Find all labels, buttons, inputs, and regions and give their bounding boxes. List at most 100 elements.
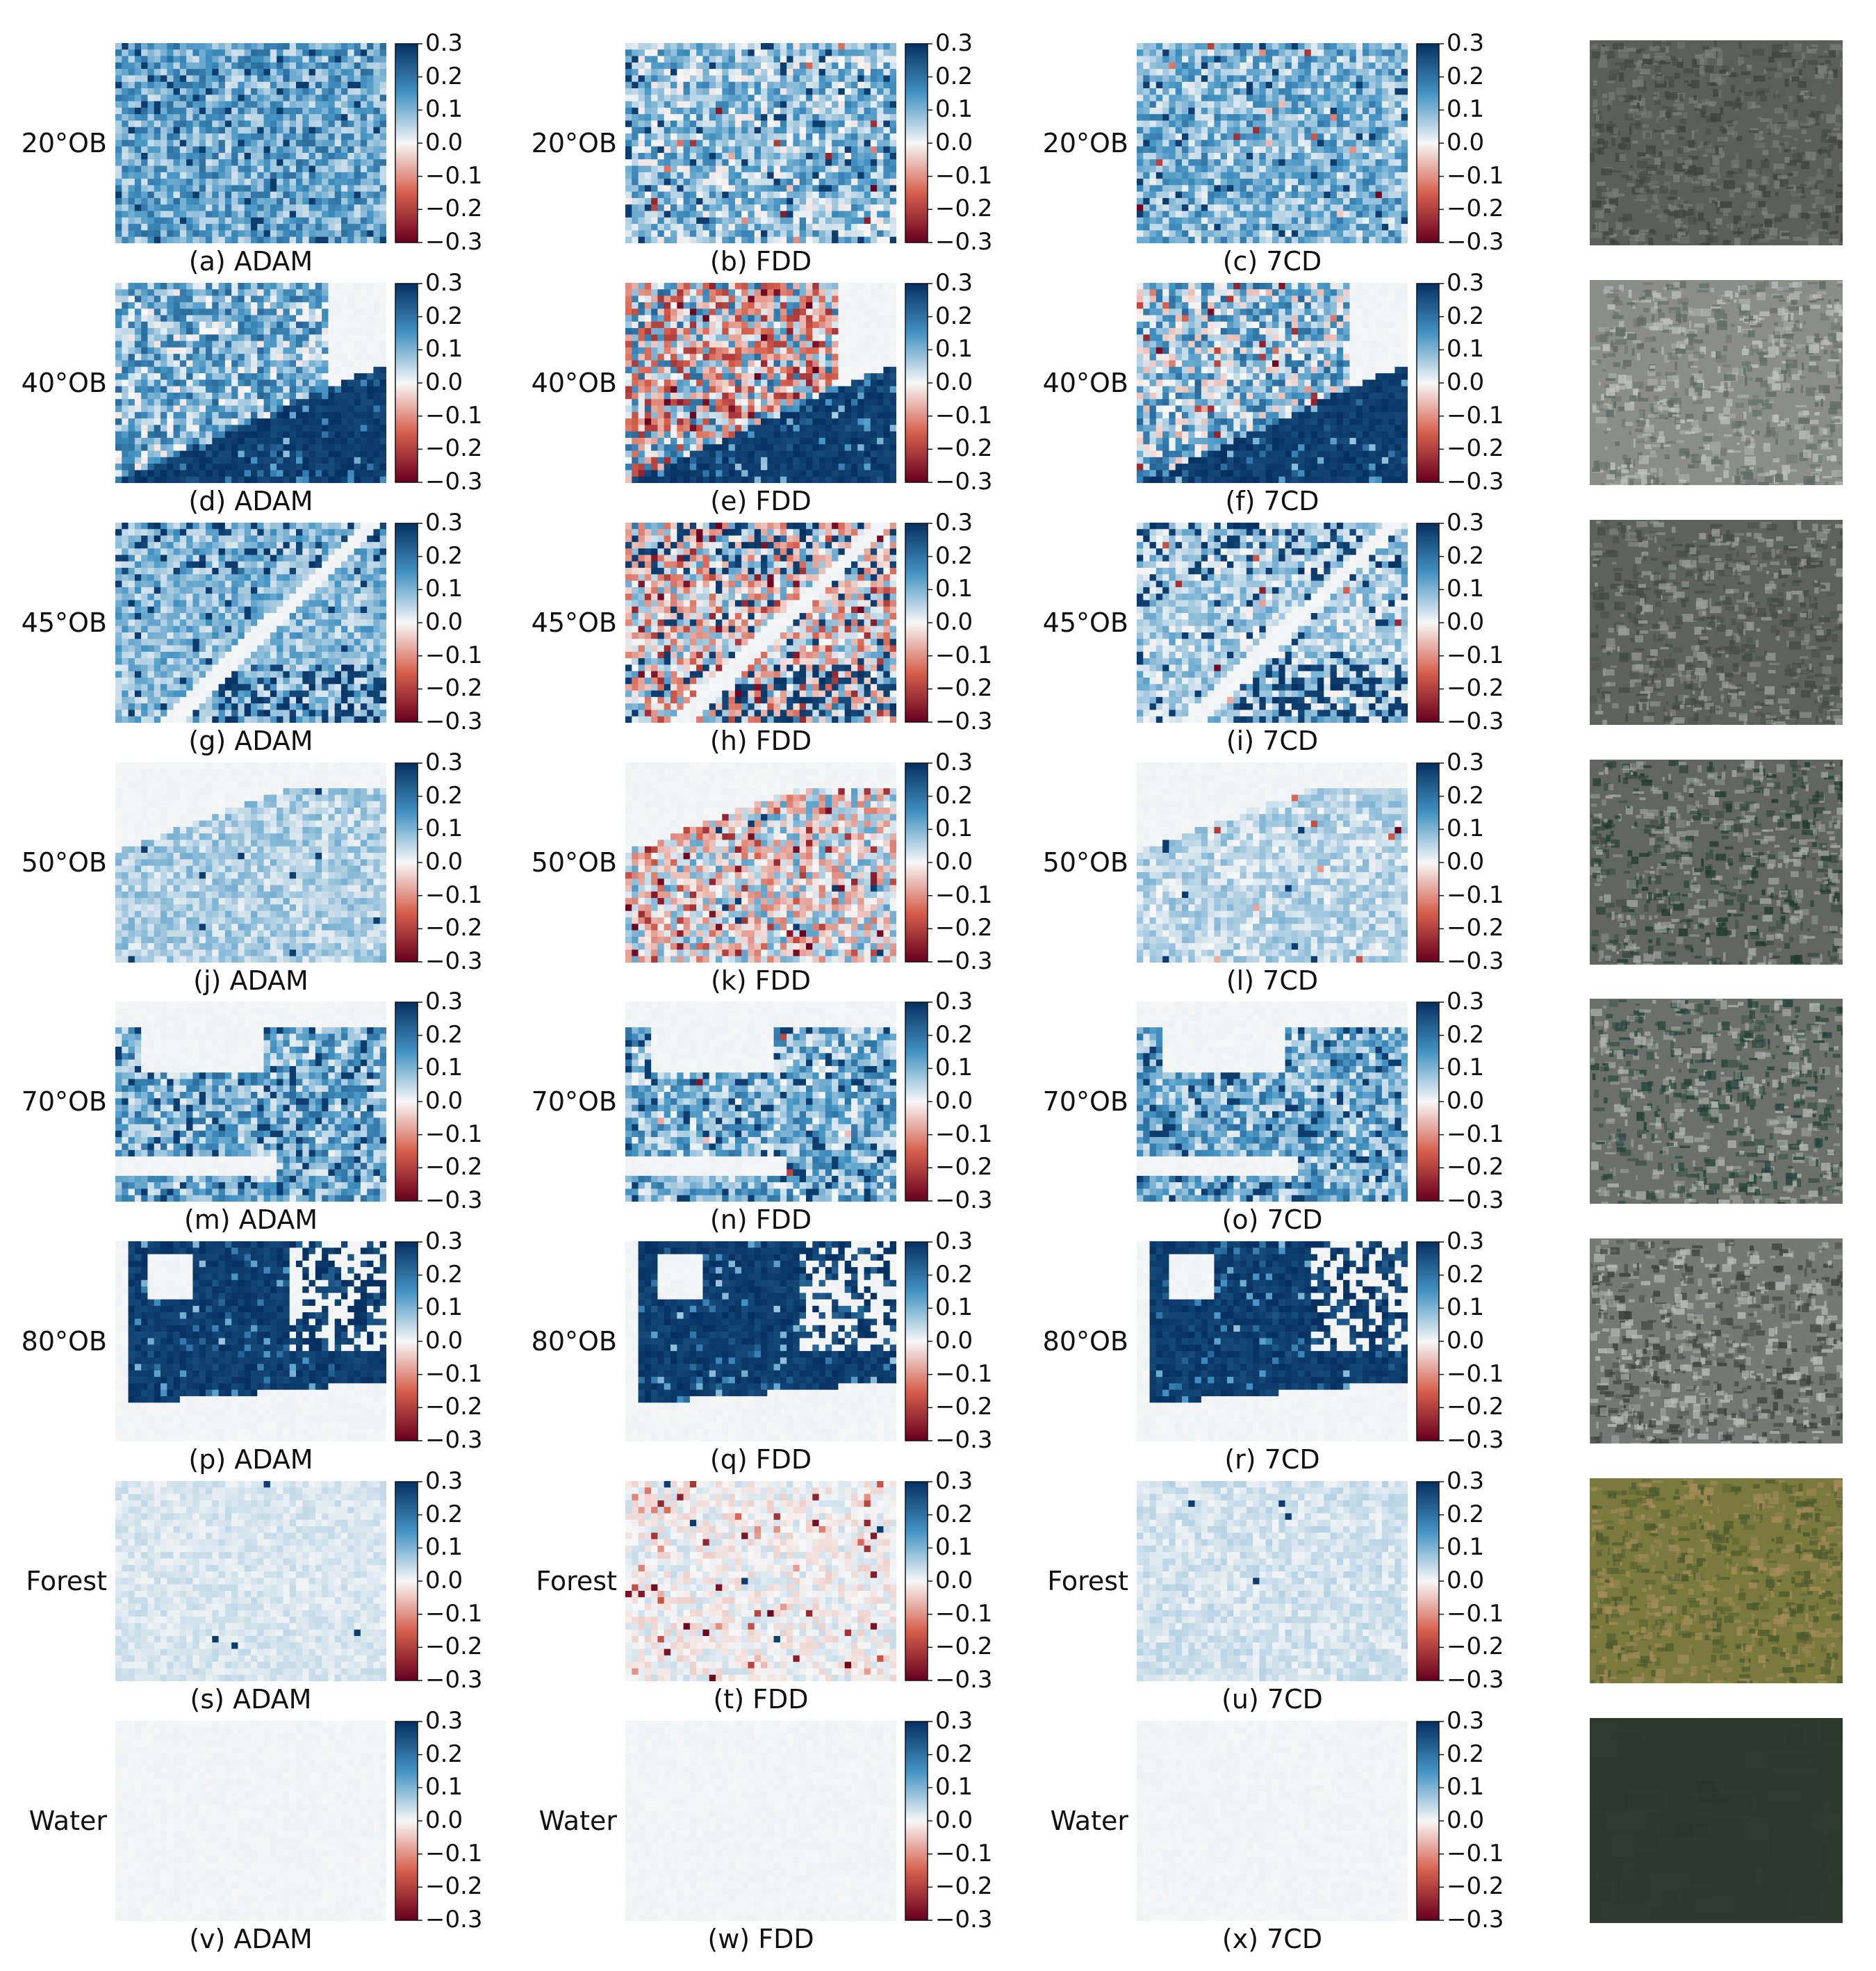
colorbar-tick-label: 0.3 [425,31,463,55]
colorbar-tick-label: 0.2 [1447,1742,1484,1766]
colorbar-tick-label: 0.2 [425,784,463,808]
colorbar-tick-label: −0.2 [1447,436,1504,460]
colorbar [1416,1001,1440,1202]
colorbar-tick-label: 0.2 [425,65,463,88]
colorbar-tick-label: −0.2 [425,676,483,700]
heatmap-45ob-adam [115,523,386,723]
colorbar-tick-label: 0.1 [1447,817,1484,840]
colorbar-tick-label: −0.2 [425,436,483,460]
colorbar-tick-label: −0.3 [935,1668,993,1692]
colorbar-tick-label: 0.0 [425,1569,463,1592]
colorbar-tick-label: −0.3 [935,470,993,493]
colorbar-tick-label: −0.3 [935,1428,993,1452]
colorbar-tick-label: 0.2 [425,1263,463,1286]
colorbar-tick-label: 0.0 [935,850,973,874]
colorbar-tick-label: 0.1 [935,817,973,840]
colorbar-tick-label: 0.1 [1447,1535,1484,1559]
colorbar-tick-label: 0.1 [425,97,463,121]
row-label: 80°OB [3,1326,107,1357]
colorbar-tick-label: −0.2 [935,676,993,700]
heatmap-40ob-adam [115,283,386,483]
colorbar-tick-label: 0.0 [1447,610,1484,634]
colorbar-tick-label: −0.3 [1447,710,1504,733]
colorbar-tick-label: 0.2 [935,1503,973,1526]
colorbar-tick-label: 0.3 [425,1229,463,1253]
colorbar-tick-label: −0.2 [425,1155,483,1179]
colorbar-tick-label: 0.0 [1447,1089,1484,1113]
heatmap-80ob-fdd [625,1241,896,1441]
colorbar-tick-label: −0.1 [1447,1602,1504,1626]
colorbar-tick-label: −0.2 [1447,676,1504,700]
satellite-image [1590,40,1843,245]
colorbar-tick-label: 0.0 [935,1089,973,1113]
row-label: 20°OB [513,128,617,158]
colorbar-tick-label: 0.2 [1447,65,1484,88]
colorbar-tick-label: 0.0 [425,131,463,154]
colorbar-tick-label: 0.2 [425,1023,463,1047]
subfigure-caption: (x) 7CD [1137,1924,1408,1954]
colorbar-tick-label: −0.3 [1447,949,1504,973]
colorbar [1416,1721,1440,1921]
heatmap-forest-7cd [1137,1481,1408,1681]
heatmap-forest-fdd [625,1481,896,1681]
colorbar-tick-label: −0.1 [425,1122,483,1146]
colorbar [395,1721,418,1921]
colorbar-tick-label: 0.3 [1447,990,1484,1013]
row-label: 80°OB [513,1326,617,1357]
colorbar-tick-label: −0.2 [425,1635,483,1658]
colorbar [1416,1481,1440,1681]
colorbar-tick-label: −0.3 [425,1668,483,1692]
colorbar-tick-label: 0.0 [935,610,973,634]
subfigure-caption: (d) ADAM [115,486,386,516]
subfigure-caption: (p) ADAM [115,1444,386,1475]
colorbar-tick-label: −0.1 [1447,404,1504,427]
colorbar-tick-label: −0.1 [1447,1362,1504,1386]
heatmap-40ob-7cd [1137,283,1408,483]
colorbar [905,43,928,243]
colorbar-tick-label: 0.2 [935,544,973,568]
subfigure-caption: (l) 7CD [1137,965,1408,996]
subfigure-caption: (n) FDD [625,1204,896,1235]
colorbar [395,43,418,243]
colorbar-tick-label: 0.2 [935,65,973,88]
colorbar [1416,762,1440,963]
colorbar-tick-label: 0.0 [425,1329,463,1352]
colorbar-tick-label: −0.2 [425,1874,483,1898]
colorbar-tick-label: 0.2 [1447,544,1484,568]
colorbar [395,1001,418,1202]
colorbar-tick-label: 0.3 [1447,1229,1484,1253]
colorbar-tick-label: 0.3 [935,31,973,55]
colorbar-tick-label: 0.1 [425,1535,463,1559]
row-label: 45°OB [3,607,107,638]
satellite-image [1590,1478,1843,1683]
colorbar-tick-label: −0.1 [935,1122,993,1146]
colorbar-tick-label: 0.1 [1447,1775,1484,1799]
colorbar-tick-label: 0.1 [1447,1295,1484,1319]
colorbar-tick-label: 0.1 [1447,97,1484,121]
satellite-image [1590,999,1843,1204]
colorbar-tick-label: 0.3 [935,990,973,1013]
colorbar-tick-label: 0.2 [935,1742,973,1766]
heatmap-70ob-adam [115,1001,386,1202]
subfigure-caption: (r) 7CD [1137,1444,1408,1475]
colorbar-tick-label: 0.1 [935,1775,973,1799]
row-label: 70°OB [1024,1086,1128,1117]
heatmap-50ob-adam [115,762,386,963]
colorbar [1416,1241,1440,1441]
colorbar-tick-label: 0.3 [425,271,463,295]
colorbar-tick-label: −0.3 [1447,230,1504,254]
heatmap-water-adam [115,1721,386,1921]
colorbar-tick-label: −0.3 [425,1188,483,1212]
colorbar-tick-label: 0.3 [1447,31,1484,55]
colorbar-tick-label: −0.1 [935,1362,993,1386]
colorbar-tick-label: 0.1 [425,817,463,840]
row-label: 50°OB [3,847,107,878]
satellite-image [1590,1718,1843,1923]
row-label: 45°OB [1024,607,1128,638]
colorbar-tick-label: 0.3 [425,990,463,1013]
heatmap-80ob-7cd [1137,1241,1408,1441]
subfigure-caption: (v) ADAM [115,1924,386,1954]
colorbar-tick-label: 0.3 [1447,511,1484,534]
colorbar-tick-label: −0.2 [1447,197,1504,220]
heatmap-70ob-7cd [1137,1001,1408,1202]
